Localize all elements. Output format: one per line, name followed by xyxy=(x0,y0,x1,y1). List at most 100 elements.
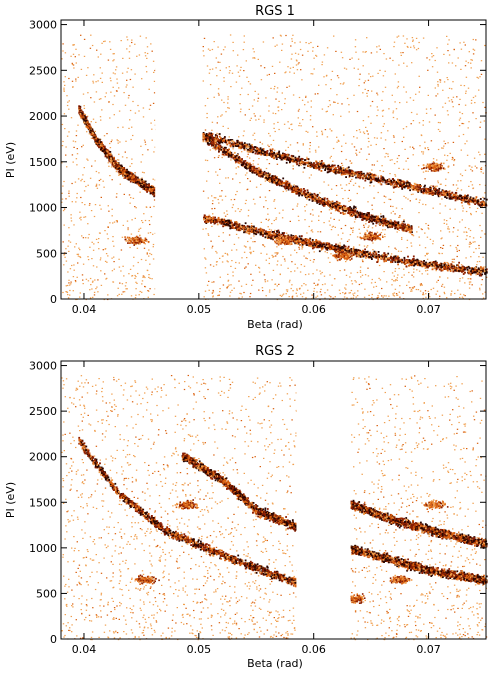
count-pixel xyxy=(484,139,485,140)
count-pixel xyxy=(383,75,384,76)
count-pixel xyxy=(147,149,148,150)
count-pixel xyxy=(98,242,99,243)
count-pixel xyxy=(125,285,126,286)
count-pixel xyxy=(151,254,152,255)
count-pixel xyxy=(111,141,112,142)
count-pixel xyxy=(215,171,216,172)
count-pixel xyxy=(113,87,114,88)
count-pixel xyxy=(215,67,216,68)
count-pixel xyxy=(418,212,419,213)
count-pixel xyxy=(315,297,316,298)
arc-pixel xyxy=(372,223,374,225)
arc-pixel xyxy=(386,223,388,225)
count-pixel xyxy=(298,150,299,151)
count-pixel xyxy=(218,236,219,237)
arc-pixel xyxy=(124,177,126,179)
count-pixel xyxy=(62,145,63,146)
count-pixel xyxy=(386,184,387,185)
count-pixel xyxy=(315,93,316,94)
count-pixel xyxy=(312,215,313,216)
count-pixel xyxy=(471,100,472,101)
count-pixel xyxy=(440,80,441,81)
arc-pixel xyxy=(311,194,313,196)
count-pixel xyxy=(67,136,68,137)
arc-pixel xyxy=(255,172,257,174)
count-pixel xyxy=(481,213,482,214)
count-pixel xyxy=(472,60,473,61)
count-pixel xyxy=(476,274,477,275)
arc-pixel xyxy=(298,193,300,195)
count-pixel xyxy=(241,209,242,210)
count-pixel xyxy=(84,39,85,40)
count-pixel xyxy=(212,203,213,204)
count-pixel xyxy=(307,290,308,291)
count-pixel xyxy=(377,110,378,111)
count-pixel xyxy=(126,282,127,283)
count-pixel xyxy=(231,250,232,251)
count-pixel xyxy=(433,288,434,289)
arc-pixel xyxy=(117,162,119,164)
count-pixel xyxy=(352,293,353,294)
count-pixel xyxy=(293,168,294,169)
count-pixel xyxy=(461,189,462,190)
count-pixel xyxy=(75,141,76,142)
count-pixel xyxy=(299,97,300,98)
count-pixel xyxy=(371,282,372,283)
arc-pixel xyxy=(340,205,342,207)
count-pixel xyxy=(455,65,456,66)
count-pixel xyxy=(368,225,369,226)
count-pixel xyxy=(447,44,448,45)
count-pixel xyxy=(141,259,142,260)
count-pixel xyxy=(263,206,264,207)
count-pixel xyxy=(110,49,111,50)
count-pixel xyxy=(398,168,399,169)
count-pixel xyxy=(381,288,382,289)
count-pixel xyxy=(480,122,481,123)
count-pixel xyxy=(394,163,395,164)
count-pixel xyxy=(127,229,128,230)
count-pixel xyxy=(270,88,271,89)
count-pixel xyxy=(340,116,341,117)
count-pixel xyxy=(143,213,144,214)
count-pixel xyxy=(238,297,239,298)
count-pixel xyxy=(309,226,310,227)
count-pixel xyxy=(425,223,426,224)
arc-pixel xyxy=(122,167,124,169)
count-pixel xyxy=(414,47,415,48)
count-pixel xyxy=(297,203,298,204)
count-pixel xyxy=(80,180,81,181)
count-pixel xyxy=(321,64,322,65)
count-pixel xyxy=(372,101,373,102)
count-pixel xyxy=(122,283,123,284)
count-pixel xyxy=(482,257,483,258)
count-pixel xyxy=(398,155,399,156)
count-pixel xyxy=(253,160,254,161)
count-pixel xyxy=(292,41,293,42)
count-pixel xyxy=(135,282,136,283)
count-pixel xyxy=(247,189,248,190)
count-pixel xyxy=(419,245,420,246)
count-pixel xyxy=(437,81,438,82)
count-pixel xyxy=(148,249,149,250)
arc-pixel xyxy=(137,181,139,183)
count-pixel xyxy=(112,179,113,180)
count-pixel xyxy=(382,116,383,117)
count-pixel xyxy=(478,256,479,257)
count-pixel xyxy=(229,234,230,235)
count-pixel xyxy=(126,157,127,158)
count-pixel xyxy=(250,238,251,239)
count-pixel xyxy=(377,161,378,162)
count-pixel xyxy=(142,280,143,281)
count-pixel xyxy=(278,129,279,130)
count-pixel xyxy=(237,55,238,56)
count-pixel xyxy=(317,284,318,285)
count-pixel xyxy=(304,219,305,220)
count-pixel xyxy=(209,73,210,74)
count-pixel xyxy=(463,232,464,233)
count-pixel xyxy=(446,220,447,221)
count-pixel xyxy=(225,111,226,112)
count-pixel xyxy=(433,55,434,56)
count-pixel xyxy=(391,279,392,280)
arc-pixel xyxy=(150,186,152,188)
count-pixel xyxy=(471,214,472,215)
